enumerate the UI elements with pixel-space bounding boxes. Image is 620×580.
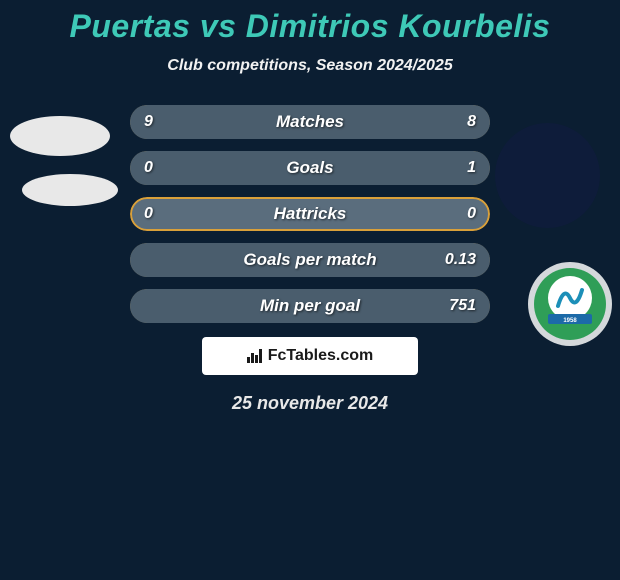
date-label: 25 november 2024 (0, 393, 620, 414)
stat-label: Matches (276, 112, 344, 132)
stats-panel: Matches 9 8 Goals 0 1 Hattricks 0 0 Goals per mat… (0, 105, 620, 323)
stat-row: Min per goal 751 (130, 289, 490, 323)
stat-row: Goals 0 1 (130, 151, 490, 185)
stat-label: Goals (286, 158, 333, 178)
stat-value-left: 0 (144, 159, 153, 177)
stat-label: Goals per match (243, 250, 376, 270)
stat-value-right: 8 (467, 113, 476, 131)
stat-row: Hattricks 0 0 (130, 197, 490, 231)
stat-label: Min per goal (260, 296, 360, 316)
vs-separator: vs (200, 8, 237, 44)
watermark-text: FcTables.com (268, 347, 374, 365)
player1-name: Puertas (70, 8, 191, 44)
page-title: Puertas vs Dimitrios Kourbelis (0, 0, 620, 45)
stat-value-left: 9 (144, 113, 153, 131)
stat-value-right: 1 (467, 159, 476, 177)
stat-label: Hattricks (274, 204, 347, 224)
stat-value-right: 751 (449, 297, 476, 315)
player2-name: Dimitrios Kourbelis (246, 8, 551, 44)
watermark: FcTables.com (202, 337, 418, 375)
stat-row: Matches 9 8 (130, 105, 490, 139)
comparison-infographic: Puertas vs Dimitrios Kourbelis Club comp… (0, 0, 620, 580)
stat-row: Goals per match 0.13 (130, 243, 490, 277)
stat-value-right: 0 (467, 205, 476, 223)
stat-value-right: 0.13 (445, 251, 476, 269)
subtitle: Club competitions, Season 2024/2025 (0, 57, 620, 75)
stat-value-left: 0 (144, 205, 153, 223)
chart-icon (247, 349, 262, 363)
